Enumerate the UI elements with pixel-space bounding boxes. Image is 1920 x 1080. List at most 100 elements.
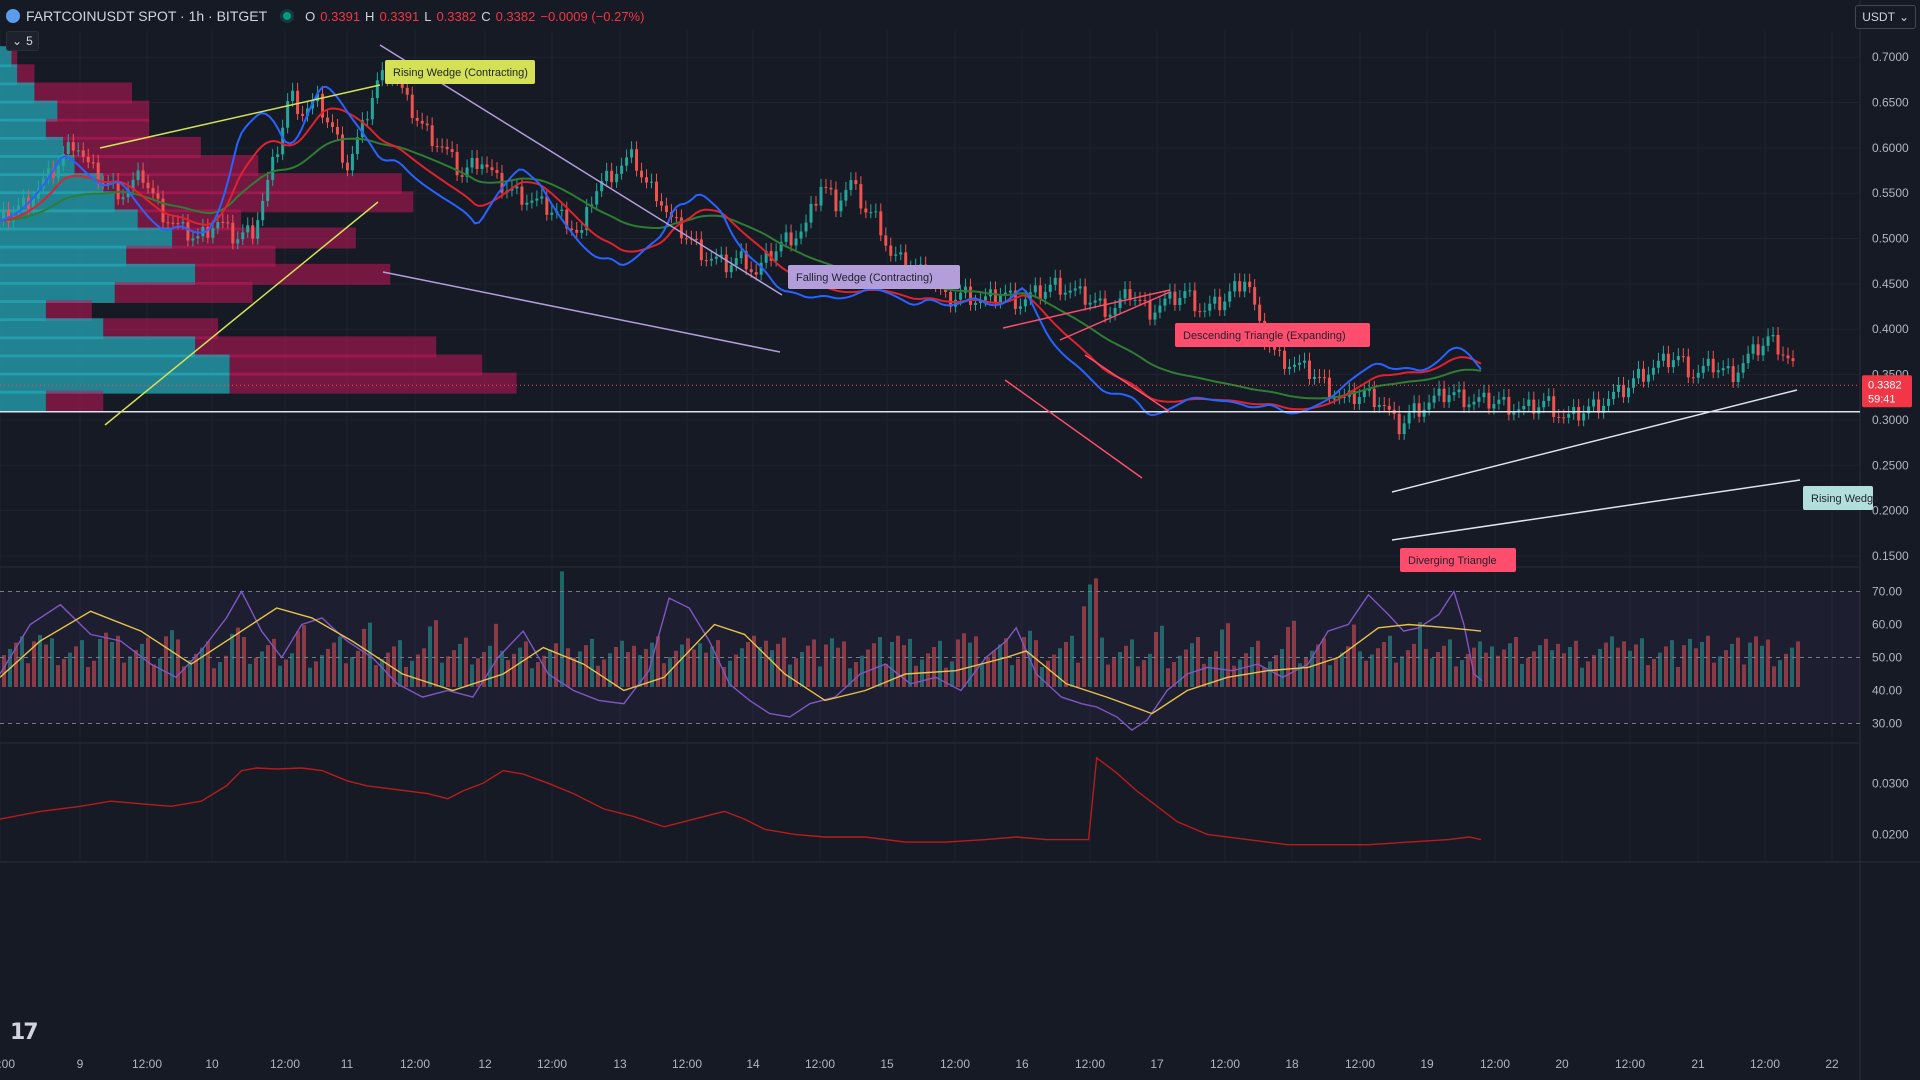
candle-body (21, 197, 25, 206)
candle-body (1362, 390, 1366, 398)
candle-body (1118, 298, 1122, 309)
volume-profile-sell-bar (45, 300, 92, 322)
volume-bar (1298, 663, 1302, 687)
candle-body (151, 188, 155, 194)
candle-body (156, 193, 160, 199)
volume-bar (1202, 663, 1206, 687)
volume-bar (1010, 665, 1014, 687)
x-axis-tick-label: 12:00 (1345, 1057, 1375, 1071)
candle-body (575, 229, 579, 233)
volume-bar (1016, 658, 1020, 687)
candle-body (316, 93, 320, 102)
volume-bar (1772, 666, 1776, 687)
volume-bar (1388, 635, 1392, 687)
candle-body (764, 250, 768, 263)
candle-body (6, 209, 10, 223)
candle-body (1427, 402, 1431, 410)
volume-bar (1448, 639, 1452, 687)
volume-bar (854, 662, 858, 687)
volume-bar (194, 653, 198, 687)
candle-body (809, 203, 813, 223)
candle-body (246, 225, 250, 233)
symbol-title[interactable]: FARTCOINUSDT SPOT · 1h · BITGET (26, 8, 268, 24)
volume-bar (998, 644, 1002, 687)
volume-bar (1148, 653, 1152, 687)
volume-bar (422, 648, 426, 687)
volume-bar (260, 651, 264, 687)
candle-body (1572, 407, 1576, 415)
candle-body (1322, 377, 1326, 379)
volume-bar (710, 646, 714, 687)
candle-body (1786, 355, 1790, 359)
volume-bar (32, 641, 36, 687)
volume-bar (254, 657, 258, 687)
candle-body (1557, 416, 1561, 418)
candle-body (206, 226, 210, 238)
candle-body (1103, 298, 1107, 317)
x-axis-tick-label: 20 (1555, 1057, 1569, 1071)
volume-bar (242, 637, 246, 687)
candle-body (1113, 308, 1117, 315)
volume-bar (86, 667, 90, 687)
candle-body (1203, 310, 1207, 312)
volume-bar (632, 645, 636, 687)
volume-bar (1130, 639, 1134, 687)
candle-body (1432, 395, 1436, 403)
volume-bar (1670, 640, 1674, 687)
candle-body (141, 170, 145, 183)
last-price-tag (1862, 375, 1912, 408)
x-axis-tick-label: 12:00 (400, 1057, 430, 1071)
candle-body (610, 170, 614, 183)
volume-bar (626, 652, 630, 687)
currency-selector[interactable]: USDT ⌄ (1855, 5, 1916, 29)
volume-profile-buy-bar (0, 100, 58, 122)
candle-body (1597, 399, 1601, 413)
volume-profile-buy-bar (0, 155, 75, 177)
volume-bar (1706, 635, 1710, 687)
x-axis-tick-label: 12:00 (270, 1057, 300, 1071)
tradingview-logo-icon[interactable]: 17 (10, 1020, 39, 1045)
indicators-collapse-button[interactable]: ⌄ 5 (6, 31, 39, 51)
candle-body (196, 236, 200, 239)
volume-bar (1604, 642, 1608, 687)
candle-body (1133, 299, 1137, 301)
volume-bar (344, 663, 348, 687)
candle-body (1382, 405, 1386, 407)
candle-body (166, 222, 170, 224)
volume-bar (1730, 643, 1734, 687)
volume-bar (128, 656, 132, 687)
candle-body (1482, 392, 1486, 398)
volume-bar (1166, 668, 1170, 687)
candle-body (774, 251, 778, 261)
candle-body (864, 208, 868, 213)
candle-body (654, 181, 658, 202)
volume-bar (980, 663, 984, 687)
candle-body (699, 239, 703, 261)
volume-bar (1544, 638, 1548, 687)
candle-body (186, 222, 190, 241)
rsi-axis-tick-label: 50.00 (1872, 651, 1902, 665)
volume-bar (842, 641, 846, 687)
candle-body (1402, 423, 1406, 435)
candle-body (335, 126, 339, 135)
volume-bar (836, 647, 840, 687)
volume-bar (1754, 636, 1758, 687)
candle-body (1243, 281, 1247, 292)
candle-body (1627, 387, 1631, 398)
volume-bar (1106, 664, 1110, 687)
candle-body (874, 211, 878, 213)
candle-body (1527, 399, 1531, 407)
volume-bar (596, 665, 600, 687)
volume-bar (1586, 661, 1590, 687)
volume-bar (1646, 665, 1650, 687)
volume-bar (134, 650, 138, 687)
pattern-trendline (1002, 289, 1171, 329)
x-axis-tick-label: 15 (880, 1057, 894, 1071)
candle-body (1666, 353, 1670, 368)
volume-bar (320, 655, 324, 687)
candle-body (1372, 388, 1376, 408)
volume-bar (1610, 636, 1614, 687)
candle-body (1731, 366, 1735, 383)
x-axis-tick-label: 12:00 (1750, 1057, 1780, 1071)
